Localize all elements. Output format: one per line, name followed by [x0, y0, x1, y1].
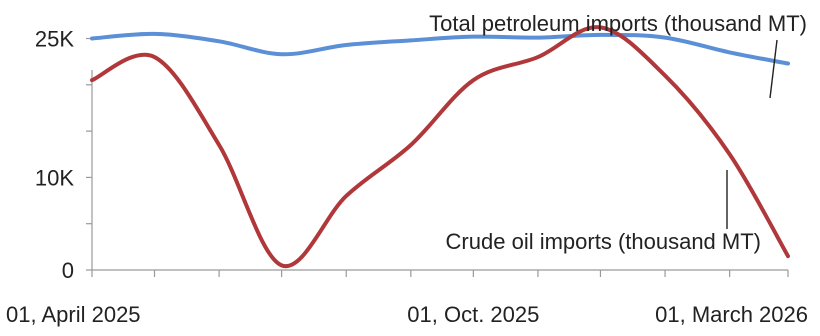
axes: 0 10K 25K 01, April 2025 01, Oct. 2025 01, Ma… — [6, 27, 808, 327]
series-annotations: Total petroleum imports (thousand MT) Cr… — [429, 11, 807, 254]
series-lines — [90, 25, 790, 269]
leader-line-total-petroleum — [769, 39, 778, 99]
y-tick-label: 10K — [35, 165, 74, 190]
series-line-total-petroleum — [90, 31, 790, 66]
series-label-total-petroleum: Total petroleum imports (thousand MT) — [429, 11, 807, 36]
series-label-crude-oil: Crude oil imports (thousand MT) — [446, 229, 761, 254]
x-tick-label: 01, Oct. 2025 — [407, 302, 539, 327]
y-tick-label: 0 — [62, 258, 74, 283]
series-line-crude-oil — [90, 25, 790, 269]
x-tick-label: 01, April 2025 — [6, 302, 141, 327]
y-tick-label: 25K — [35, 27, 74, 52]
x-tick-label: 01, March 2026 — [655, 302, 808, 327]
